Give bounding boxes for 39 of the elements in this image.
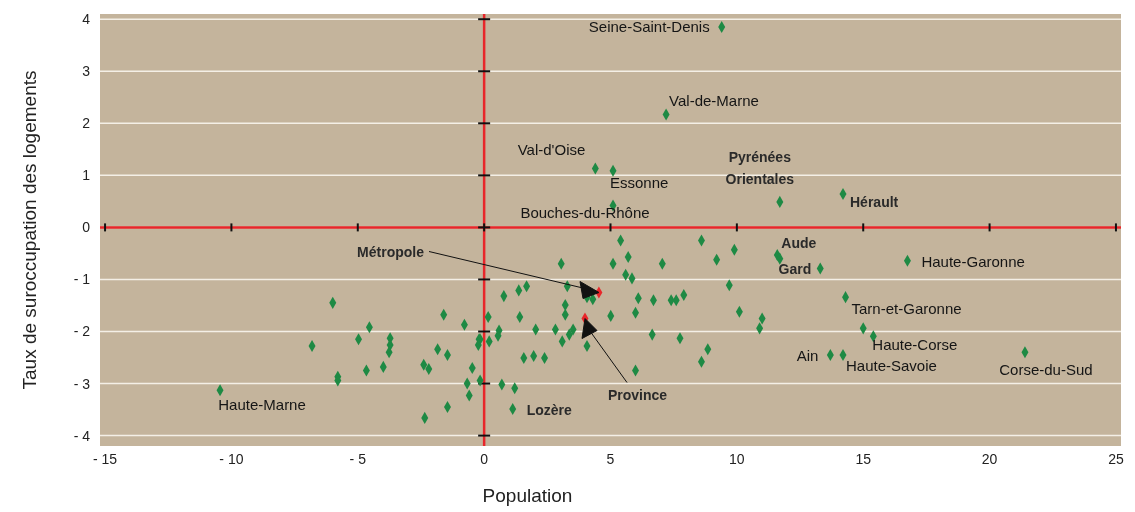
x-tick-label: 0 (480, 451, 489, 467)
x-tick-label: 20 (981, 451, 998, 467)
y-tick-label: 1 (82, 167, 91, 184)
annotation: Pyrénées Orientales (725, 148, 795, 187)
annotation: Gard (778, 260, 812, 277)
x-axis-title: Population (482, 485, 573, 506)
y-tick-label: - 4 (73, 427, 91, 444)
annotation: Haute-Savoie (846, 356, 937, 374)
annotation: Bouches-du-Rhône (520, 203, 650, 221)
annotation: Seine-Saint-Denis (588, 18, 710, 36)
x-tick-label: 25 (1108, 451, 1124, 467)
x-tick-label: 5 (606, 451, 615, 467)
y-tick-label: 4 (82, 11, 91, 28)
annotation: Tarn-et-Garonne (851, 300, 962, 318)
annotation: Aude (781, 234, 817, 251)
x-tick-label: 15 (855, 451, 872, 467)
x-tick-label: - 15 (92, 451, 118, 467)
annotation: Haute-Garonne (921, 252, 1025, 270)
annotation: Lozère (526, 402, 573, 419)
annotation: Métropole (357, 243, 425, 260)
x-tick-label: - 5 (349, 451, 367, 467)
annotation: Province (608, 386, 668, 403)
annotation: Val-d'Oise (517, 140, 586, 158)
y-tick-label: 2 (82, 115, 91, 132)
annotation: Haute-Corse (872, 336, 958, 354)
annotation: Val-de-Marne (669, 92, 759, 110)
annotation: Corse-du-Sud (999, 361, 1093, 379)
x-tick-label: 10 (729, 451, 745, 467)
x-tick-label: - 10 (219, 451, 244, 467)
annotation: Ain (796, 346, 819, 364)
y-axis-title: Taux de suroccupation des logements (19, 70, 40, 390)
y-tick-label: - 2 (73, 323, 91, 340)
annotation: Hérault (850, 194, 899, 211)
annotation: Haute-Marne (218, 396, 306, 414)
y-tick-label: 3 (82, 63, 91, 80)
annotation: Essonne (610, 173, 669, 191)
y-tick-label: 0 (82, 219, 91, 236)
y-tick-label: - 1 (73, 271, 91, 288)
y-tick-label: - 3 (73, 375, 91, 392)
